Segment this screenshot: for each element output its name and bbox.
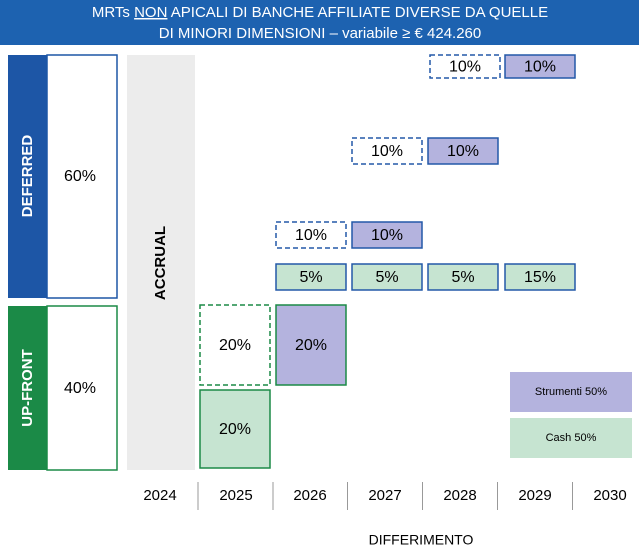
share-label: 10% bbox=[295, 227, 327, 244]
share-box bbox=[275, 304, 347, 386]
upfront-label: UP-FRONT bbox=[19, 349, 36, 427]
legend-instruments-label: Strumenti 50% bbox=[535, 386, 607, 398]
legend-instruments bbox=[510, 372, 632, 412]
deferred-box bbox=[46, 54, 118, 299]
share-label: 10% bbox=[371, 143, 403, 160]
share-label: 15% bbox=[524, 269, 556, 286]
year-label: 2029 bbox=[518, 487, 551, 504]
legend-cash bbox=[510, 418, 632, 458]
accrual-column bbox=[127, 55, 195, 470]
share-box bbox=[427, 137, 499, 165]
title-line2: DI MINORI DIMENSIONI – variabile ≥ € 424… bbox=[159, 25, 482, 42]
share-label: 20% bbox=[219, 421, 251, 438]
share-box bbox=[275, 263, 347, 291]
year-label: 2030 bbox=[593, 487, 626, 504]
share-label: 10% bbox=[524, 59, 556, 76]
year-label: 2025 bbox=[219, 487, 252, 504]
upfront-share: 40% bbox=[64, 380, 96, 397]
title-underlined: NON bbox=[134, 4, 167, 21]
share-box bbox=[351, 263, 423, 291]
share-box bbox=[199, 304, 271, 386]
title-line1: MRTs NON APICALI DI BANCHE AFFILIATE DIV… bbox=[92, 4, 548, 21]
deferred-bar bbox=[8, 55, 47, 298]
share-box bbox=[275, 221, 347, 249]
share-label: 20% bbox=[295, 337, 327, 354]
year-label: 2024 bbox=[143, 487, 176, 504]
upfront-bar bbox=[8, 306, 47, 470]
legend-cash-label: Cash 50% bbox=[546, 432, 597, 444]
share-label: 20% bbox=[219, 337, 251, 354]
share-label: 10% bbox=[447, 143, 479, 160]
title-bar bbox=[0, 0, 639, 45]
share-box bbox=[351, 137, 423, 165]
accrual-label: ACCRUAL bbox=[152, 226, 169, 300]
upfront-box bbox=[46, 305, 118, 471]
axis-label: DIFFERIMENTO bbox=[369, 532, 474, 548]
year-label: 2026 bbox=[293, 487, 326, 504]
title-post: APICALI DI BANCHE AFFILIATE DIVERSE DA Q… bbox=[167, 4, 548, 21]
deferred-share: 60% bbox=[64, 168, 96, 185]
deferred-label: DEFERRED bbox=[19, 135, 36, 218]
year-label: 2027 bbox=[368, 487, 401, 504]
share-label: 5% bbox=[375, 269, 398, 286]
share-box bbox=[429, 54, 501, 79]
title-pre: MRTs bbox=[92, 4, 134, 21]
share-label: 5% bbox=[451, 269, 474, 286]
year-label: 2028 bbox=[443, 487, 476, 504]
share-box bbox=[351, 221, 423, 249]
share-label: 10% bbox=[371, 227, 403, 244]
share-label: 5% bbox=[299, 269, 322, 286]
share-box bbox=[504, 263, 576, 291]
share-box bbox=[504, 54, 576, 79]
share-box bbox=[199, 389, 271, 469]
share-box bbox=[427, 263, 499, 291]
share-label: 10% bbox=[449, 59, 481, 76]
